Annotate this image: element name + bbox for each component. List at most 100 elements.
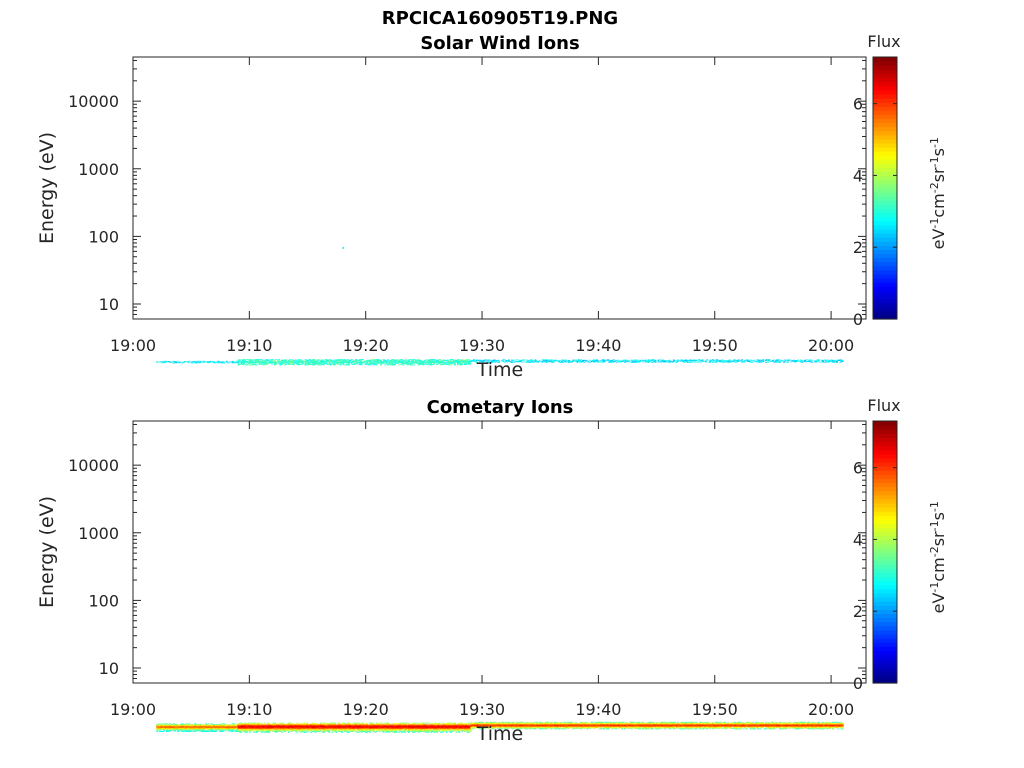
spectrogram-cell bbox=[597, 361, 600, 363]
spectrogram-cell bbox=[371, 726, 374, 728]
spectrogram-cell bbox=[369, 725, 371, 727]
spectrogram-cell bbox=[175, 361, 178, 363]
spectrogram-cell bbox=[207, 361, 210, 362]
spectrogram-cell bbox=[335, 727, 338, 729]
spectrogram-cell bbox=[348, 726, 350, 728]
spectrogram-cell bbox=[258, 729, 261, 731]
spectrogram-cell bbox=[221, 362, 224, 364]
spectrogram-cell bbox=[423, 360, 426, 362]
spectrogram-cell bbox=[381, 725, 384, 727]
spectrogram-cell bbox=[348, 724, 350, 726]
spectrogram-cell bbox=[341, 725, 343, 727]
spectrogram-cell bbox=[391, 725, 394, 727]
spectrogram-cell bbox=[207, 723, 210, 725]
spectrogram-cell bbox=[408, 730, 410, 732]
spectrogram-cell bbox=[174, 729, 177, 731]
spectrogram-cell bbox=[184, 729, 186, 730]
spectrogram-cell bbox=[449, 362, 452, 364]
spectrogram-cell bbox=[260, 727, 262, 729]
spectrogram-cell bbox=[230, 727, 233, 729]
spectrogram-cell bbox=[547, 360, 549, 362]
spectrogram-cell bbox=[244, 361, 247, 362]
spectrogram-cell bbox=[766, 361, 769, 363]
spectrogram-cell bbox=[271, 359, 273, 361]
spectrogram-cell bbox=[392, 362, 395, 364]
spectrogram-cell bbox=[202, 360, 205, 362]
spectrogram-cell bbox=[349, 361, 352, 363]
spectrogram-cell bbox=[269, 724, 272, 726]
spectrogram-cell bbox=[334, 727, 336, 729]
spectrogram-cell bbox=[241, 726, 244, 728]
spectrogram-cell bbox=[577, 359, 580, 361]
spectrogram-cell bbox=[303, 731, 306, 733]
spectrogram-cell bbox=[378, 730, 381, 732]
spectrogram-cell bbox=[241, 363, 244, 364]
spectrogram-cell bbox=[175, 727, 178, 729]
spectrogram-cell bbox=[591, 359, 594, 361]
spectrogram-cell bbox=[820, 360, 823, 362]
spectrogram-cell bbox=[198, 729, 200, 730]
spectrogram-cell bbox=[272, 362, 275, 364]
spectrogram-cell bbox=[410, 723, 413, 725]
spectrogram-cell bbox=[356, 723, 359, 725]
spectrogram-cell bbox=[248, 728, 251, 730]
spectrogram-cell bbox=[175, 362, 178, 363]
spectrogram-cell bbox=[346, 726, 349, 728]
spectrogram-cell bbox=[275, 723, 278, 725]
spectrogram-cell bbox=[251, 725, 254, 727]
spectrogram-cell bbox=[207, 729, 210, 730]
spectrogram-cell bbox=[182, 725, 185, 727]
spectrogram-cell bbox=[247, 725, 250, 727]
spectrogram-cell bbox=[246, 724, 248, 726]
spectrogram-cell bbox=[516, 361, 519, 363]
spectrogram-cell bbox=[250, 364, 253, 366]
spectrogram-cell bbox=[360, 731, 363, 733]
spectrogram-cell bbox=[356, 725, 359, 727]
spectrogram-cell bbox=[416, 724, 419, 726]
spectrogram-cell bbox=[728, 359, 731, 360]
spectrogram-cell bbox=[188, 729, 191, 731]
spectrogram-cell bbox=[714, 362, 717, 363]
spectrogram-cell bbox=[536, 360, 538, 361]
spectrogram-cell bbox=[295, 725, 297, 727]
spectrogram-cell bbox=[281, 726, 283, 728]
spectrogram-cell bbox=[207, 729, 210, 731]
spectrogram-cell bbox=[313, 360, 315, 362]
spectrogram-cell bbox=[343, 723, 346, 725]
spectrogram-cell bbox=[369, 730, 371, 732]
spectrogram-cell bbox=[279, 725, 282, 727]
spectrogram-cell bbox=[295, 726, 297, 728]
spectrogram-cell bbox=[433, 360, 435, 362]
spectrogram-cell bbox=[339, 359, 342, 360]
spectrogram-cell bbox=[194, 726, 196, 728]
spectrogram-cell bbox=[297, 729, 300, 731]
spectrogram-cell bbox=[398, 361, 401, 362]
spectrogram-cell bbox=[200, 727, 203, 729]
spectrogram-cell bbox=[774, 360, 777, 361]
spectrogram-cell bbox=[391, 361, 394, 363]
spectrogram-cell bbox=[382, 361, 385, 362]
spectrogram-cell bbox=[825, 361, 827, 363]
spectrogram-cell bbox=[293, 363, 296, 364]
spectrogram-cell bbox=[357, 727, 360, 729]
spectrogram-cell bbox=[187, 362, 189, 363]
spectrogram-cell bbox=[424, 727, 427, 729]
spectrogram-cell bbox=[272, 727, 275, 729]
spectrogram-cell bbox=[167, 361, 170, 362]
spectrogram-cell bbox=[290, 723, 293, 725]
spectrogram-cell bbox=[327, 730, 329, 732]
spectrogram-cell bbox=[357, 363, 360, 365]
spectrogram-cell bbox=[234, 730, 237, 732]
spectrogram-cell bbox=[299, 364, 301, 365]
spectrogram-cell bbox=[776, 359, 778, 360]
spectrogram-cell bbox=[300, 725, 303, 727]
spectrogram-cell bbox=[274, 727, 276, 729]
spectrogram-cell bbox=[156, 727, 159, 729]
spectrogram-cell bbox=[631, 360, 633, 361]
spectrogram-cell bbox=[468, 362, 470, 364]
spectrogram-cell bbox=[426, 725, 428, 727]
spectrogram-cell bbox=[237, 730, 239, 732]
spectrogram-cell bbox=[268, 728, 271, 730]
spectrogram-cell bbox=[187, 728, 189, 730]
spectrogram-cell bbox=[315, 725, 318, 727]
